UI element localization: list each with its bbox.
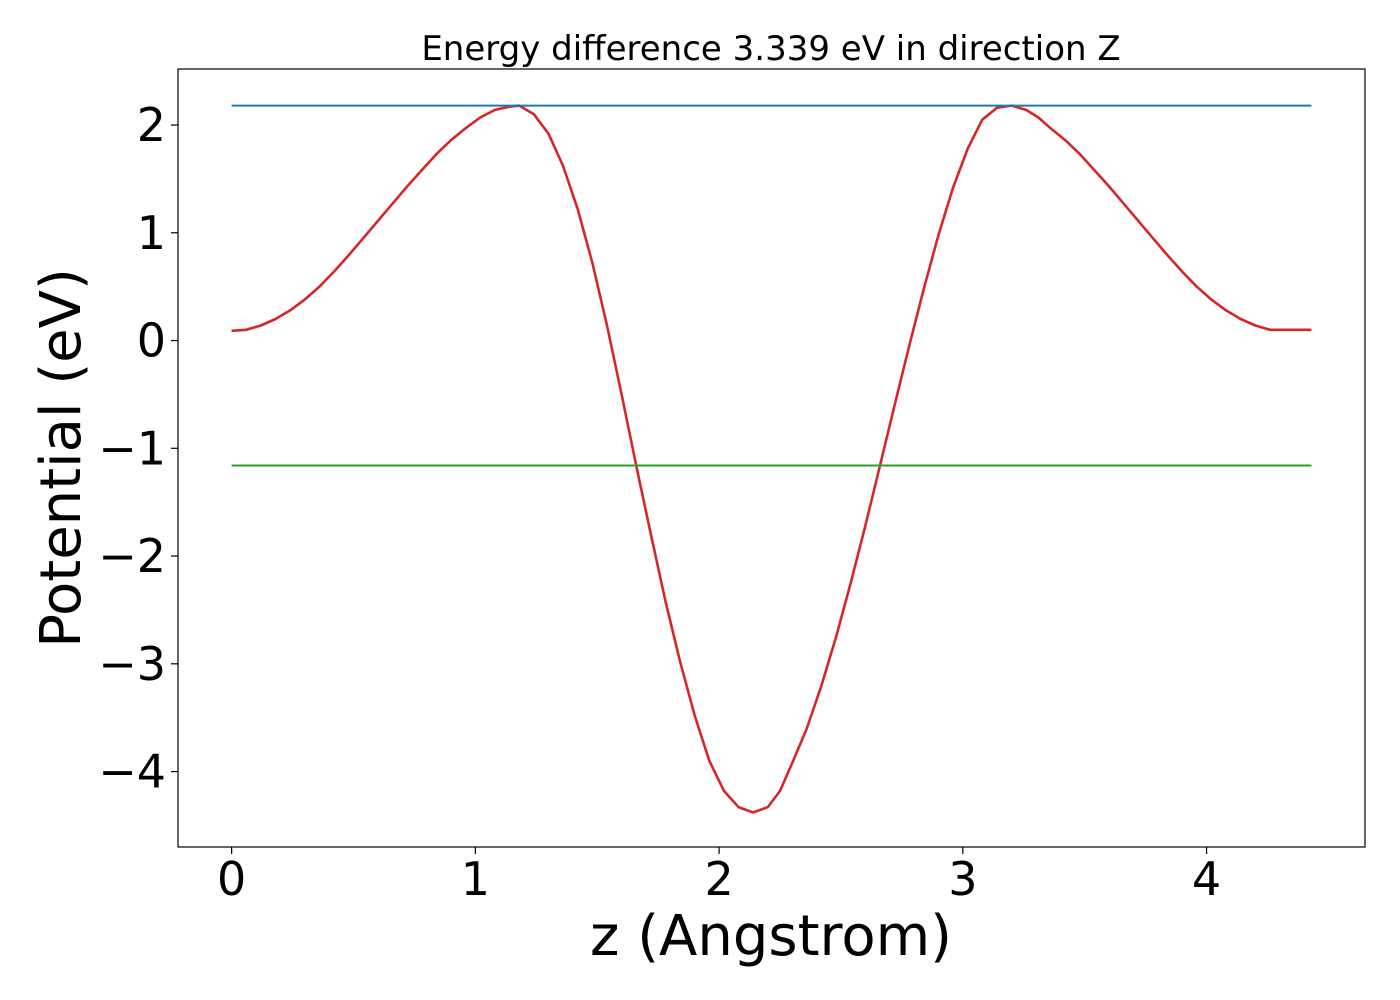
y-tick-label: −4: [98, 745, 166, 799]
series-line-0: [231, 104, 1312, 814]
x-tick-label: 4: [1192, 852, 1221, 906]
y-axis-label: Potential (eV): [29, 268, 94, 648]
y-tick-label: −3: [98, 637, 166, 691]
series-layer: [231, 104, 1312, 814]
plot-frame: [177, 68, 1366, 848]
x-axis-label: z (Angstrom): [590, 904, 952, 969]
x-axis: 0 1 2 3 4: [217, 847, 1221, 906]
x-tick-label: 1: [461, 852, 490, 906]
x-tick-label: 2: [704, 852, 733, 906]
y-axis: 2 1 0 −1 −2 −3 −4: [98, 98, 178, 799]
x-tick-label: 3: [948, 852, 977, 906]
y-tick-label: 1: [137, 206, 166, 260]
y-tick-label: 0: [137, 314, 166, 368]
chart-title: Energy difference 3.339 eV in direction …: [421, 29, 1120, 69]
x-tick-label: 0: [217, 852, 246, 906]
y-tick-label: 2: [137, 98, 166, 152]
y-tick-label: −1: [98, 421, 166, 475]
y-tick-label: −2: [98, 529, 166, 583]
